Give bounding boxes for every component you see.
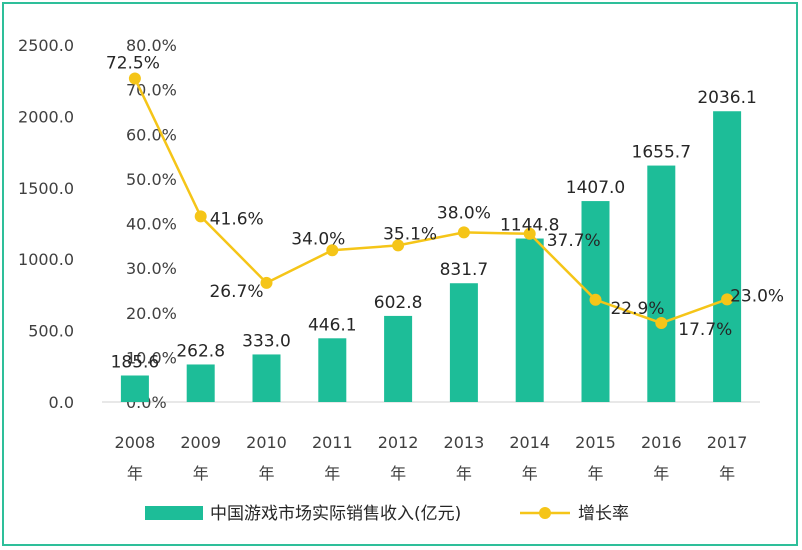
growth-point bbox=[457, 226, 470, 239]
bar-value-label: 1407.0 bbox=[566, 178, 625, 198]
growth-value-label: 22.9% bbox=[610, 299, 664, 319]
x-tick-label: 2013 年 bbox=[444, 433, 485, 483]
y-left-tick-label: 2000.0 bbox=[18, 107, 74, 126]
growth-value-label: 35.1% bbox=[383, 224, 437, 244]
y-right-tick-label: 20.0% bbox=[126, 304, 177, 323]
y-left-tick-label: 1500.0 bbox=[18, 179, 74, 198]
growth-point bbox=[392, 239, 405, 252]
bar-value-label: 185.6 bbox=[111, 352, 160, 372]
bar-value-label: 262.8 bbox=[176, 341, 225, 361]
growth-value-label: 72.5% bbox=[106, 53, 160, 73]
bars-layer bbox=[120, 111, 742, 402]
x-tick-label: 2011 年 bbox=[312, 433, 353, 483]
data-labels-layer: 185.6 262.8 333.0 446.1 602.8 831.7 1144.8 1407… bbox=[106, 53, 784, 372]
growth-value-label: 38.0% bbox=[437, 203, 491, 223]
y-right-tick-label: 40.0% bbox=[126, 215, 177, 234]
bar-value-label: 2036.1 bbox=[697, 88, 756, 108]
legend-bar-swatch bbox=[145, 506, 203, 520]
growth-point bbox=[326, 244, 339, 257]
bar-value-label: 446.1 bbox=[308, 315, 357, 335]
bar-value-label: 831.7 bbox=[440, 260, 489, 280]
bar bbox=[318, 338, 347, 402]
growth-value-label: 26.7% bbox=[209, 282, 263, 302]
growth-line bbox=[133, 77, 728, 325]
growth-point bbox=[194, 210, 207, 223]
legend-line-marker bbox=[539, 507, 551, 519]
axes-layer: 0.0500.01000.01500.02000.02500.00.0%10.0… bbox=[18, 36, 760, 483]
growth-point bbox=[721, 293, 734, 306]
bar bbox=[120, 375, 149, 402]
y-right-tick-label: 10.0% bbox=[126, 348, 177, 367]
growth-point bbox=[523, 227, 536, 240]
legend-line-label: 增长率 bbox=[578, 504, 629, 524]
growth-point bbox=[128, 72, 141, 85]
y-left-tick-label: 1000.0 bbox=[18, 250, 74, 269]
combo-chart: 0.0500.01000.01500.02000.02500.00.0%10.0… bbox=[18, 36, 784, 524]
bar bbox=[252, 354, 281, 402]
growth-value-label: 37.7% bbox=[547, 231, 601, 251]
y-right-tick-label: 50.0% bbox=[126, 170, 177, 189]
bar-value-label: 1144.8 bbox=[500, 216, 559, 236]
x-tick-label: 2014 年 bbox=[509, 433, 550, 483]
y-left-tick-label: 2500.0 bbox=[18, 36, 74, 55]
bar bbox=[186, 364, 215, 402]
x-tick-label: 2012 年 bbox=[378, 433, 419, 483]
y-left-tick-label: 0.0 bbox=[49, 393, 74, 412]
y-left-tick-label: 500.0 bbox=[28, 322, 74, 341]
y-right-tick-label: 60.0% bbox=[126, 125, 177, 144]
growth-value-label: 41.6% bbox=[210, 209, 264, 229]
bar bbox=[384, 315, 413, 402]
legend-bar-label: 中国游戏市场实际销售收入(亿元) bbox=[210, 504, 461, 524]
growth-point bbox=[655, 317, 668, 330]
bar bbox=[713, 111, 742, 402]
growth-point bbox=[589, 293, 602, 306]
bar bbox=[449, 283, 478, 402]
y-right-tick-label: 80.0% bbox=[126, 36, 177, 55]
growth-line-layer bbox=[128, 72, 734, 330]
bar bbox=[647, 165, 676, 402]
growth-value-label: 17.7% bbox=[678, 320, 732, 340]
x-tick-label: 2008 年 bbox=[115, 433, 156, 483]
growth-point bbox=[260, 276, 273, 289]
x-tick-label: 2010 年 bbox=[246, 433, 287, 483]
legend: 中国游戏市场实际销售收入(亿元) 增长率 bbox=[145, 504, 629, 524]
bar-value-label: 1655.7 bbox=[632, 143, 691, 163]
x-tick-label: 2015 年 bbox=[575, 433, 616, 483]
x-tick-label: 2016 年 bbox=[641, 433, 682, 483]
y-right-tick-label: 30.0% bbox=[126, 259, 177, 278]
x-tick-label: 2009 年 bbox=[180, 433, 221, 483]
x-tick-label: 2017 年 bbox=[707, 433, 748, 483]
bar-value-label: 602.8 bbox=[374, 293, 423, 313]
bar-value-label: 333.0 bbox=[242, 331, 291, 351]
growth-value-label: 34.0% bbox=[291, 229, 345, 249]
growth-value-label: 23.0% bbox=[730, 286, 784, 306]
bar bbox=[515, 238, 544, 402]
